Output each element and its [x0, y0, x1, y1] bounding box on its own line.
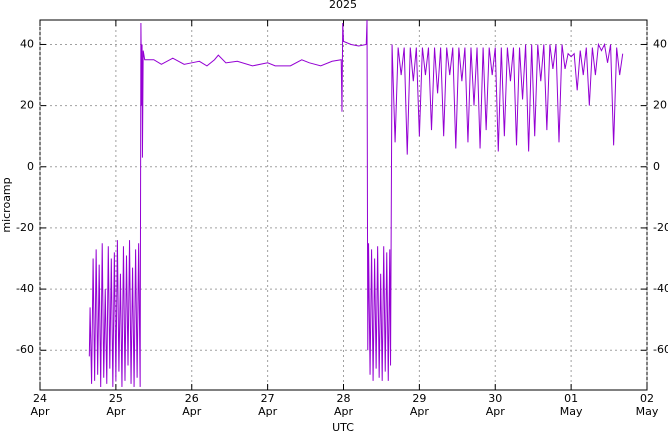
x-tick-label: 28 Apr	[334, 392, 354, 418]
y-axis-label: microamp	[0, 177, 13, 232]
y2-tick-label: -40	[653, 282, 668, 295]
y-tick-label: 0	[27, 160, 34, 173]
y-tick-label: -60	[16, 343, 34, 356]
x-tick-label: 24 Apr	[30, 392, 50, 418]
y2-tick-label: -60	[653, 343, 668, 356]
x-tick-label: 27 Apr	[258, 392, 278, 418]
x-axis-label: UTC	[332, 421, 354, 432]
y-tick-label: -40	[16, 282, 34, 295]
y-tick-label: 20	[20, 99, 34, 112]
x-tick-label: 02 May	[636, 392, 659, 418]
y2-tick-label: 0	[653, 160, 660, 173]
x-tick-label: 30 Apr	[486, 392, 506, 418]
data-line	[88, 19, 624, 387]
x-tick-label: 25 Apr	[106, 392, 126, 418]
y2-tick-label: 40	[653, 37, 667, 50]
x-tick-label: 01 May	[560, 392, 583, 418]
y2-tick-label: -20	[653, 221, 668, 234]
y2-tick-label: 20	[653, 99, 667, 112]
y-tick-label: -20	[16, 221, 34, 234]
y-tick-label: 40	[20, 37, 34, 50]
x-tick-label: 29 Apr	[410, 392, 430, 418]
chart-title: 2025	[329, 0, 357, 11]
x-tick-label: 26 Apr	[182, 392, 202, 418]
